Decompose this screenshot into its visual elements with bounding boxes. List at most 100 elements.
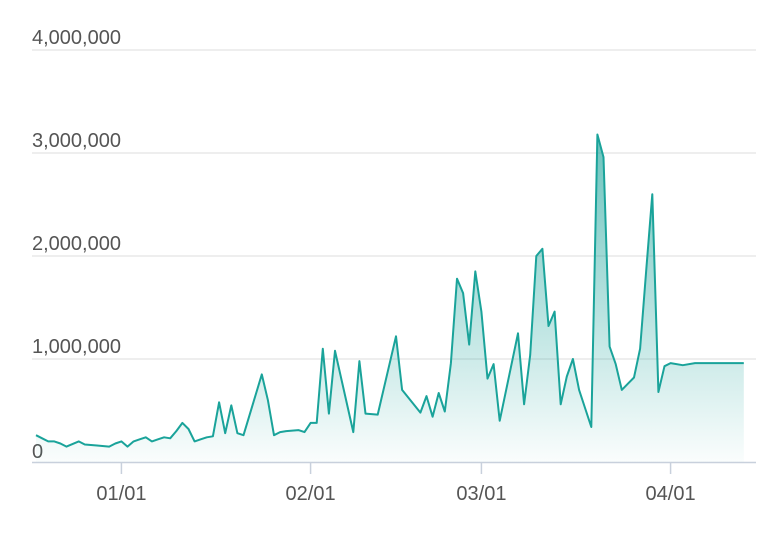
data-point[interactable] — [149, 438, 155, 444]
data-point[interactable] — [564, 374, 570, 380]
data-point[interactable] — [118, 438, 124, 444]
data-point[interactable] — [521, 401, 527, 407]
data-point[interactable] — [424, 393, 430, 399]
data-point[interactable] — [552, 309, 558, 315]
data-point[interactable] — [601, 154, 607, 160]
data-point[interactable] — [186, 426, 192, 432]
data-point[interactable] — [594, 132, 600, 138]
data-point[interactable] — [527, 352, 533, 358]
data-point[interactable] — [33, 432, 39, 438]
data-point[interactable] — [295, 427, 301, 433]
data-point[interactable] — [173, 428, 179, 434]
data-point[interactable] — [332, 348, 338, 354]
data-point[interactable] — [192, 438, 198, 444]
data-point[interactable] — [588, 424, 594, 430]
data-point[interactable] — [234, 430, 240, 436]
data-point[interactable] — [198, 436, 204, 442]
data-point[interactable] — [698, 360, 704, 366]
data-point[interactable] — [326, 411, 332, 417]
data-point[interactable] — [692, 360, 698, 366]
data-point[interactable] — [45, 438, 51, 444]
data-point[interactable] — [210, 433, 216, 439]
data-point[interactable] — [76, 438, 82, 444]
data-point[interactable] — [112, 441, 118, 447]
data-point[interactable] — [283, 428, 289, 434]
data-point[interactable] — [265, 397, 271, 403]
data-point[interactable] — [64, 444, 70, 450]
data-point[interactable] — [735, 360, 741, 366]
data-point[interactable] — [137, 436, 143, 442]
data-point[interactable] — [643, 267, 649, 273]
data-point[interactable] — [607, 344, 613, 350]
data-point[interactable] — [39, 435, 45, 441]
data-point[interactable] — [729, 360, 735, 366]
data-point[interactable] — [241, 432, 247, 438]
data-point[interactable] — [539, 246, 545, 252]
data-point[interactable] — [94, 443, 100, 449]
y-tick-label: 4,000,000 — [32, 27, 121, 49]
data-point[interactable] — [478, 309, 484, 315]
data-point[interactable] — [710, 360, 716, 366]
data-point[interactable] — [363, 411, 369, 417]
data-point[interactable] — [271, 432, 277, 438]
data-point[interactable] — [649, 191, 655, 197]
data-point[interactable] — [222, 430, 228, 436]
data-point[interactable] — [668, 360, 674, 366]
data-point[interactable] — [51, 438, 57, 444]
data-point[interactable] — [161, 434, 167, 440]
data-point[interactable] — [417, 410, 423, 416]
data-point[interactable] — [472, 268, 478, 274]
data-point[interactable] — [655, 389, 661, 395]
data-point[interactable] — [143, 434, 149, 440]
data-point[interactable] — [723, 360, 729, 366]
data-point[interactable] — [460, 290, 466, 296]
data-point[interactable] — [399, 387, 405, 393]
data-point[interactable] — [576, 387, 582, 393]
data-point[interactable] — [533, 253, 539, 259]
data-point[interactable] — [350, 429, 356, 435]
data-point[interactable] — [497, 418, 503, 424]
data-point[interactable] — [308, 420, 314, 426]
data-point[interactable] — [741, 360, 747, 366]
data-point[interactable] — [167, 435, 173, 441]
data-point[interactable] — [436, 390, 442, 396]
data-point[interactable] — [393, 333, 399, 339]
data-point[interactable] — [302, 429, 308, 435]
data-point[interactable] — [570, 356, 576, 362]
data-point[interactable] — [625, 381, 631, 387]
data-point[interactable] — [442, 409, 448, 415]
data-point[interactable] — [631, 375, 637, 381]
data-point[interactable] — [320, 346, 326, 352]
data-point[interactable] — [430, 414, 436, 420]
data-point[interactable] — [662, 363, 668, 369]
data-point[interactable] — [106, 444, 112, 450]
data-point[interactable] — [179, 420, 185, 426]
data-point[interactable] — [491, 361, 497, 367]
data-point[interactable] — [82, 442, 88, 448]
data-point[interactable] — [228, 402, 234, 408]
data-point[interactable] — [466, 342, 472, 348]
data-point[interactable] — [131, 438, 137, 444]
data-point[interactable] — [375, 412, 381, 418]
data-point[interactable] — [155, 436, 161, 442]
data-point[interactable] — [57, 441, 63, 447]
data-point[interactable] — [515, 330, 521, 336]
data-point[interactable] — [619, 387, 625, 393]
data-point[interactable] — [356, 358, 362, 364]
data-point[interactable] — [454, 276, 460, 282]
data-point[interactable] — [314, 420, 320, 426]
data-point[interactable] — [716, 360, 722, 366]
data-point[interactable] — [448, 360, 454, 366]
data-point[interactable] — [259, 371, 265, 377]
data-point[interactable] — [277, 429, 283, 435]
data-point[interactable] — [485, 376, 491, 382]
data-point[interactable] — [637, 346, 643, 352]
data-point[interactable] — [613, 361, 619, 367]
data-point[interactable] — [680, 362, 686, 368]
data-point[interactable] — [558, 401, 564, 407]
data-point[interactable] — [216, 399, 222, 405]
data-point[interactable] — [125, 444, 131, 450]
data-point[interactable] — [546, 323, 552, 329]
data-point[interactable] — [204, 434, 210, 440]
data-point[interactable] — [704, 360, 710, 366]
